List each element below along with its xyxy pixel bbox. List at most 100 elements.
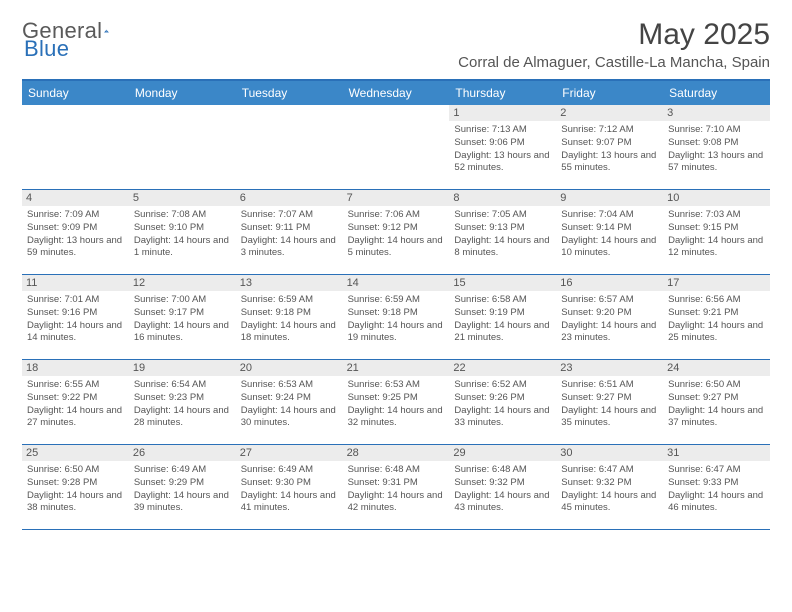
day-cell: 28 Sunrise: 6:48 AMSunset: 9:31 PMDayligh… bbox=[343, 445, 450, 529]
day-details: Sunrise: 6:47 AMSunset: 9:32 PMDaylight:… bbox=[561, 464, 658, 515]
day-cell: 31 Sunrise: 6:47 AMSunset: 9:33 PMDayligh… bbox=[663, 445, 770, 529]
day-header-row: SundayMondayTuesdayWednesdayThursdayFrid… bbox=[22, 81, 770, 105]
day-cell bbox=[129, 105, 236, 189]
day-details: Sunrise: 6:51 AMSunset: 9:27 PMDaylight:… bbox=[561, 379, 658, 430]
day-number: 31 bbox=[663, 445, 770, 461]
title-block: May 2025 Corral de Almaguer, Castille-La… bbox=[458, 18, 770, 71]
day-number: 7 bbox=[343, 190, 450, 206]
day-number: 3 bbox=[663, 105, 770, 121]
day-details: Sunrise: 6:54 AMSunset: 9:23 PMDaylight:… bbox=[134, 379, 231, 430]
day-cell: 13 Sunrise: 6:59 AMSunset: 9:18 PMDayligh… bbox=[236, 275, 343, 359]
day-header: Monday bbox=[129, 81, 236, 105]
day-cell: 27 Sunrise: 6:49 AMSunset: 9:30 PMDayligh… bbox=[236, 445, 343, 529]
day-number: 5 bbox=[129, 190, 236, 206]
day-details: Sunrise: 7:09 AMSunset: 9:09 PMDaylight:… bbox=[27, 209, 124, 260]
day-cell: 20Sunrise: 6:53 AMSunset: 9:24 PMDayligh… bbox=[236, 360, 343, 444]
day-number: 6 bbox=[236, 190, 343, 206]
day-cell: 26 Sunrise: 6:49 AMSunset: 9:29 PMDayligh… bbox=[129, 445, 236, 529]
day-details: Sunrise: 6:50 AMSunset: 9:28 PMDaylight:… bbox=[27, 464, 124, 515]
day-details: Sunrise: 7:08 AMSunset: 9:10 PMDaylight:… bbox=[134, 209, 231, 260]
day-details: Sunrise: 6:57 AMSunset: 9:20 PMDaylight:… bbox=[561, 294, 658, 345]
day-cell: 19 Sunrise: 6:54 AMSunset: 9:23 PMDayligh… bbox=[129, 360, 236, 444]
day-header: Wednesday bbox=[343, 81, 450, 105]
day-number: 14 bbox=[343, 275, 450, 291]
day-cell: 8 Sunrise: 7:05 AMSunset: 9:13 PMDaylight… bbox=[449, 190, 556, 274]
day-header: Thursday bbox=[449, 81, 556, 105]
day-details: Sunrise: 6:56 AMSunset: 9:21 PMDaylight:… bbox=[668, 294, 765, 345]
day-number: 16 bbox=[556, 275, 663, 291]
location: Corral de Almaguer, Castille-La Mancha, … bbox=[458, 54, 770, 71]
day-number: 26 bbox=[129, 445, 236, 461]
day-cell: 10 Sunrise: 7:03 AMSunset: 9:15 PMDayligh… bbox=[663, 190, 770, 274]
day-number: 17 bbox=[663, 275, 770, 291]
day-details: Sunrise: 7:12 AMSunset: 9:07 PMDaylight:… bbox=[561, 124, 658, 175]
day-cell: 2 Sunrise: 7:12 AMSunset: 9:07 PMDaylight… bbox=[556, 105, 663, 189]
day-number: 11 bbox=[22, 275, 129, 291]
day-number: 24 bbox=[663, 360, 770, 376]
day-number: 19 bbox=[129, 360, 236, 376]
day-details: Sunrise: 7:13 AMSunset: 9:06 PMDaylight:… bbox=[454, 124, 551, 175]
day-cell: 6 Sunrise: 7:07 AMSunset: 9:11 PMDaylight… bbox=[236, 190, 343, 274]
day-details: Sunrise: 7:04 AMSunset: 9:14 PMDaylight:… bbox=[561, 209, 658, 260]
day-cell: 1 Sunrise: 7:13 AMSunset: 9:06 PMDaylight… bbox=[449, 105, 556, 189]
day-number: 28 bbox=[343, 445, 450, 461]
day-cell: 4 Sunrise: 7:09 AMSunset: 9:09 PMDaylight… bbox=[22, 190, 129, 274]
day-header: Saturday bbox=[663, 81, 770, 105]
day-details: Sunrise: 7:10 AMSunset: 9:08 PMDaylight:… bbox=[668, 124, 765, 175]
day-number: 21 bbox=[343, 360, 450, 376]
day-details: Sunrise: 6:55 AMSunset: 9:22 PMDaylight:… bbox=[27, 379, 124, 430]
day-number: 15 bbox=[449, 275, 556, 291]
day-header: Tuesday bbox=[236, 81, 343, 105]
day-cell: 18 Sunrise: 6:55 AMSunset: 9:22 PMDayligh… bbox=[22, 360, 129, 444]
day-details: Sunrise: 7:07 AMSunset: 9:11 PMDaylight:… bbox=[241, 209, 338, 260]
header: General May 2025 Corral de Almaguer, Cas… bbox=[22, 18, 770, 71]
week-row: 18 Sunrise: 6:55 AMSunset: 9:22 PMDayligh… bbox=[22, 360, 770, 445]
day-cell bbox=[343, 105, 450, 189]
day-details: Sunrise: 6:49 AMSunset: 9:29 PMDaylight:… bbox=[134, 464, 231, 515]
day-details: Sunrise: 7:01 AMSunset: 9:16 PMDaylight:… bbox=[27, 294, 124, 345]
calendar: SundayMondayTuesdayWednesdayThursdayFrid… bbox=[22, 79, 770, 530]
day-details: Sunrise: 6:48 AMSunset: 9:31 PMDaylight:… bbox=[348, 464, 445, 515]
day-details: Sunrise: 7:05 AMSunset: 9:13 PMDaylight:… bbox=[454, 209, 551, 260]
day-cell: 25 Sunrise: 6:50 AMSunset: 9:28 PMDayligh… bbox=[22, 445, 129, 529]
day-number: 4 bbox=[22, 190, 129, 206]
day-details: Sunrise: 6:47 AMSunset: 9:33 PMDaylight:… bbox=[668, 464, 765, 515]
day-details: Sunrise: 7:03 AMSunset: 9:15 PMDaylight:… bbox=[668, 209, 765, 260]
day-number: 10 bbox=[663, 190, 770, 206]
day-number: 1 bbox=[449, 105, 556, 121]
day-details: Sunrise: 6:50 AMSunset: 9:27 PMDaylight:… bbox=[668, 379, 765, 430]
day-details: Sunrise: 6:53 AMSunset: 9:25 PMDaylight:… bbox=[348, 379, 445, 430]
day-number: 22 bbox=[449, 360, 556, 376]
day-number: 23 bbox=[556, 360, 663, 376]
day-number: 8 bbox=[449, 190, 556, 206]
day-cell: 29Sunrise: 6:48 AMSunset: 9:32 PMDayligh… bbox=[449, 445, 556, 529]
day-number: 12 bbox=[129, 275, 236, 291]
day-details: Sunrise: 7:00 AMSunset: 9:17 PMDaylight:… bbox=[134, 294, 231, 345]
day-number: 13 bbox=[236, 275, 343, 291]
day-cell bbox=[236, 105, 343, 189]
week-row: 25 Sunrise: 6:50 AMSunset: 9:28 PMDayligh… bbox=[22, 445, 770, 530]
day-number: 18 bbox=[22, 360, 129, 376]
day-cell: 3 Sunrise: 7:10 AMSunset: 9:08 PMDaylight… bbox=[663, 105, 770, 189]
day-cell: 22 Sunrise: 6:52 AMSunset: 9:26 PMDayligh… bbox=[449, 360, 556, 444]
day-cell: 5 Sunrise: 7:08 AMSunset: 9:10 PMDaylight… bbox=[129, 190, 236, 274]
day-cell: 14 Sunrise: 6:59 AMSunset: 9:18 PMDayligh… bbox=[343, 275, 450, 359]
day-cell: 30Sunrise: 6:47 AMSunset: 9:32 PMDayligh… bbox=[556, 445, 663, 529]
day-cell: 24 Sunrise: 6:50 AMSunset: 9:27 PMDayligh… bbox=[663, 360, 770, 444]
day-details: Sunrise: 6:48 AMSunset: 9:32 PMDaylight:… bbox=[454, 464, 551, 515]
month-title: May 2025 bbox=[458, 18, 770, 52]
week-row: 1 Sunrise: 7:13 AMSunset: 9:06 PMDaylight… bbox=[22, 105, 770, 190]
day-number: 27 bbox=[236, 445, 343, 461]
day-number: 9 bbox=[556, 190, 663, 206]
day-cell: 17 Sunrise: 6:56 AMSunset: 9:21 PMDayligh… bbox=[663, 275, 770, 359]
day-header: Sunday bbox=[22, 81, 129, 105]
day-number: 25 bbox=[22, 445, 129, 461]
day-details: Sunrise: 6:59 AMSunset: 9:18 PMDaylight:… bbox=[241, 294, 338, 345]
day-details: Sunrise: 7:06 AMSunset: 9:12 PMDaylight:… bbox=[348, 209, 445, 260]
day-header: Friday bbox=[556, 81, 663, 105]
day-details: Sunrise: 6:49 AMSunset: 9:30 PMDaylight:… bbox=[241, 464, 338, 515]
day-cell: 7 Sunrise: 7:06 AMSunset: 9:12 PMDaylight… bbox=[343, 190, 450, 274]
day-number: 2 bbox=[556, 105, 663, 121]
day-details: Sunrise: 6:52 AMSunset: 9:26 PMDaylight:… bbox=[454, 379, 551, 430]
day-details: Sunrise: 6:59 AMSunset: 9:18 PMDaylight:… bbox=[348, 294, 445, 345]
